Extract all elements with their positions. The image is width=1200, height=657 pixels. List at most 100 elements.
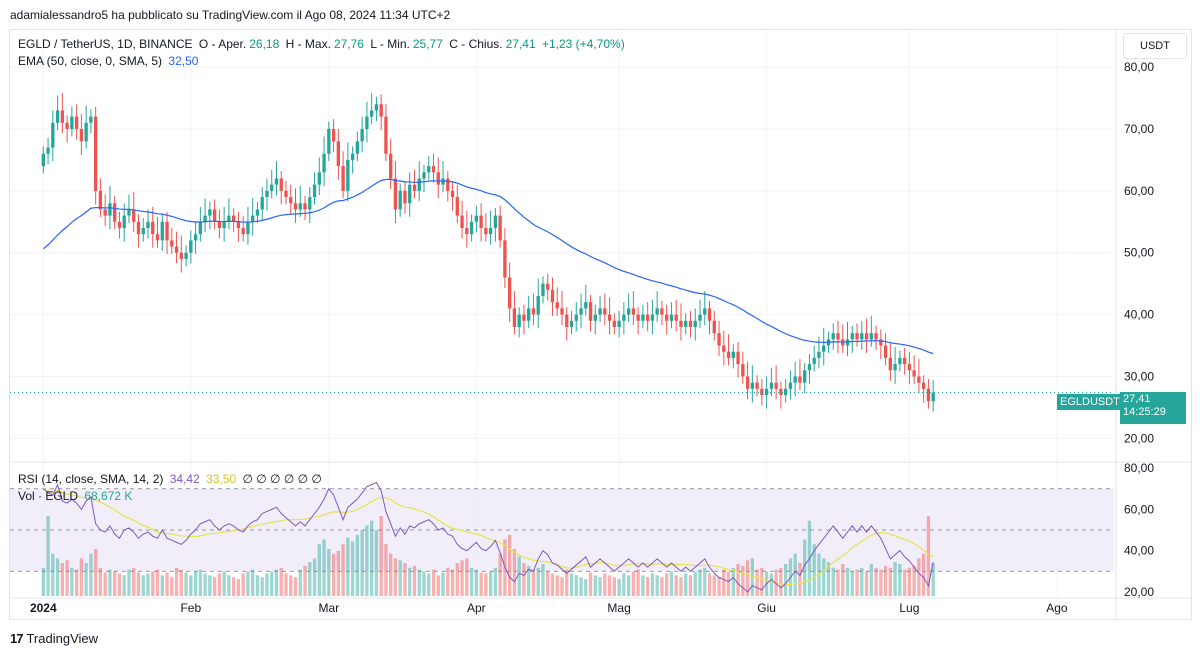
candle [921, 382, 926, 389]
volume-bar [531, 569, 536, 596]
volume-bar [474, 569, 479, 596]
candle [117, 221, 122, 228]
chart-canvas[interactable]: 80,00 70,00 60,00 50,00 40,00 30,00 20,00 2024 F… [10, 30, 1191, 619]
candle [688, 320, 693, 327]
candle [912, 370, 916, 377]
volume-bar [679, 577, 683, 596]
candle [803, 370, 807, 383]
rsi-tick-label: 40,00 [1124, 544, 1154, 558]
candle [113, 203, 117, 222]
candle [170, 240, 174, 247]
candle [179, 252, 183, 259]
candle [450, 190, 455, 198]
volume-bar [783, 564, 788, 596]
candle [636, 314, 640, 321]
candle [151, 221, 155, 235]
price-tick-label: 60,00 [1124, 184, 1154, 198]
candle [698, 314, 702, 321]
volume-bar [212, 577, 217, 596]
volume-bar [365, 525, 369, 596]
volume-bar [631, 571, 636, 596]
volume-bar [274, 569, 279, 596]
candle [883, 345, 888, 358]
candle [926, 388, 931, 402]
candle [565, 314, 569, 327]
volume-bar [726, 571, 731, 596]
candle [898, 357, 902, 365]
candle [431, 166, 436, 173]
candle [741, 364, 745, 377]
ema-legend: EMA (50, close, 0, SMA, 5) 32,50 [18, 54, 201, 68]
volume-bar [174, 567, 179, 596]
candle [141, 227, 145, 235]
volume-bar [65, 560, 69, 596]
candle [398, 190, 402, 210]
chart-frame[interactable]: 80,00 70,00 60,00 50,00 40,00 30,00 20,00 2024 F… [9, 29, 1192, 620]
candle [227, 215, 231, 222]
volume-bar [893, 562, 897, 596]
candle [527, 308, 531, 321]
rsi-ma-value: 33,50 [206, 472, 237, 486]
candle [779, 388, 783, 396]
volume-bar [736, 564, 740, 596]
candle [298, 203, 302, 210]
candle [350, 153, 355, 160]
volume-bar [427, 573, 431, 596]
volume-bar [222, 571, 226, 596]
candle [512, 308, 517, 327]
volume-bar [79, 558, 84, 596]
footer: 17 TradingView [10, 631, 98, 646]
candle [51, 122, 55, 148]
volume-bar [469, 567, 474, 596]
volume-bar [860, 567, 864, 596]
volume-bar [822, 558, 826, 596]
volume-bar [374, 530, 379, 596]
candle [607, 314, 612, 321]
volume-bar [836, 569, 840, 596]
candle [136, 221, 141, 235]
candle [427, 166, 431, 173]
volume-bar [331, 553, 336, 596]
volume-bar [417, 569, 421, 596]
volume-bar [779, 567, 783, 596]
volume-bar [265, 573, 269, 596]
candle [122, 215, 126, 228]
candle [327, 128, 331, 154]
candle [612, 320, 617, 327]
volume-bar [55, 558, 60, 596]
time-tick-label: Apr [467, 601, 486, 615]
volume-bar [298, 569, 302, 596]
candle [74, 116, 79, 129]
time-tick-label: Feb [180, 601, 201, 615]
candle [274, 178, 279, 185]
volume-bar [255, 575, 260, 596]
candle [146, 221, 150, 228]
candle [422, 172, 426, 179]
candle [517, 314, 521, 327]
volume-label: Vol · EGLD [18, 489, 79, 503]
candle [760, 388, 764, 396]
candle [132, 209, 136, 222]
volume-bar [645, 577, 650, 596]
candle [189, 240, 193, 253]
volume-bar [855, 569, 859, 596]
candle [384, 116, 388, 154]
volume-bar [217, 573, 222, 596]
candle [655, 308, 659, 315]
candle [798, 376, 802, 383]
candle [626, 308, 631, 315]
candle [536, 296, 540, 315]
candle [869, 333, 873, 340]
candle [726, 351, 731, 358]
currency-button[interactable]: USDT [1123, 33, 1187, 59]
candle [550, 289, 555, 303]
volume-bar [912, 565, 916, 596]
volume-bar [879, 569, 883, 596]
volume-bar [874, 567, 878, 596]
candle [650, 314, 655, 321]
volume-bar [122, 575, 126, 596]
candle [764, 388, 769, 396]
candle [70, 116, 74, 129]
volume-bar [74, 569, 79, 596]
volume-bar [888, 567, 893, 596]
